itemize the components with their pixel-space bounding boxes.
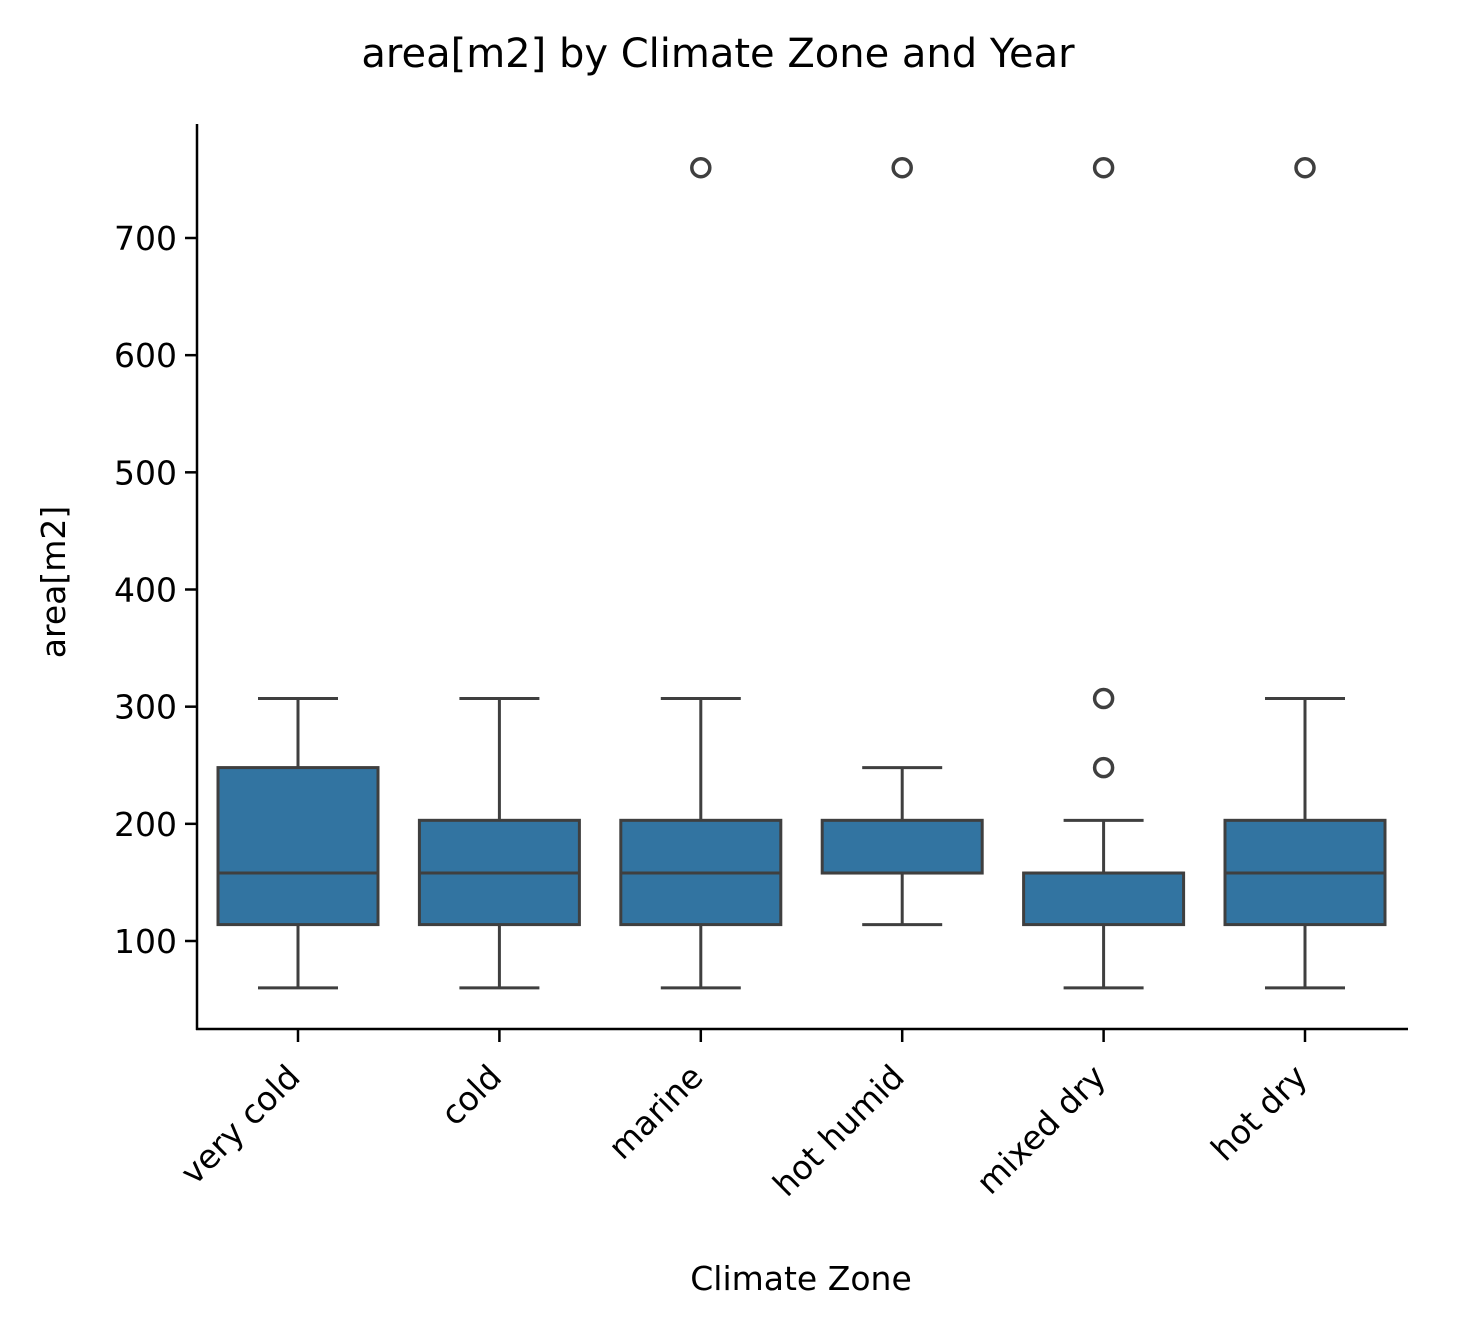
box-group <box>1022 156 1186 990</box>
y-tick-label: 600 <box>114 336 177 375</box>
y-tick-label: 500 <box>114 453 177 492</box>
box-group <box>1223 156 1387 990</box>
x-tick-label: cold <box>433 1057 509 1133</box>
x-tick-label: hot dry <box>1203 1057 1314 1168</box>
box-iqr <box>820 818 984 875</box>
y-axis-label: area[m2] <box>34 506 73 658</box>
x-axis-label: Climate Zone <box>690 1259 912 1298</box>
y-tick-label: 100 <box>114 922 177 961</box>
plot-area <box>216 156 1387 990</box>
y-tick-label: 400 <box>114 571 177 610</box>
box-group <box>216 696 380 990</box>
outlier-point <box>1294 156 1316 179</box>
y-tick-label: 200 <box>114 805 177 844</box>
box-group <box>417 696 581 990</box>
x-tick-label: hot humid <box>765 1057 912 1204</box>
x-tick-label: mixed dry <box>969 1057 1114 1202</box>
box-group <box>820 156 984 927</box>
outlier-point <box>690 156 712 179</box>
chart-title: area[m2] by Climate Zone and Year <box>361 31 1075 77</box>
y-tick-label: 700 <box>114 219 177 258</box>
outlier-point <box>1092 687 1115 710</box>
outlier-point <box>891 156 913 179</box>
box-iqr <box>1022 871 1186 927</box>
outlier-point <box>1092 756 1115 779</box>
x-tick-label: very cold <box>173 1057 308 1192</box>
box-group <box>619 156 783 990</box>
outlier-point <box>1092 156 1115 179</box>
y-tick-label: 300 <box>114 688 177 727</box>
x-tick-label: marine <box>601 1057 711 1167</box>
box-iqr <box>216 766 380 927</box>
